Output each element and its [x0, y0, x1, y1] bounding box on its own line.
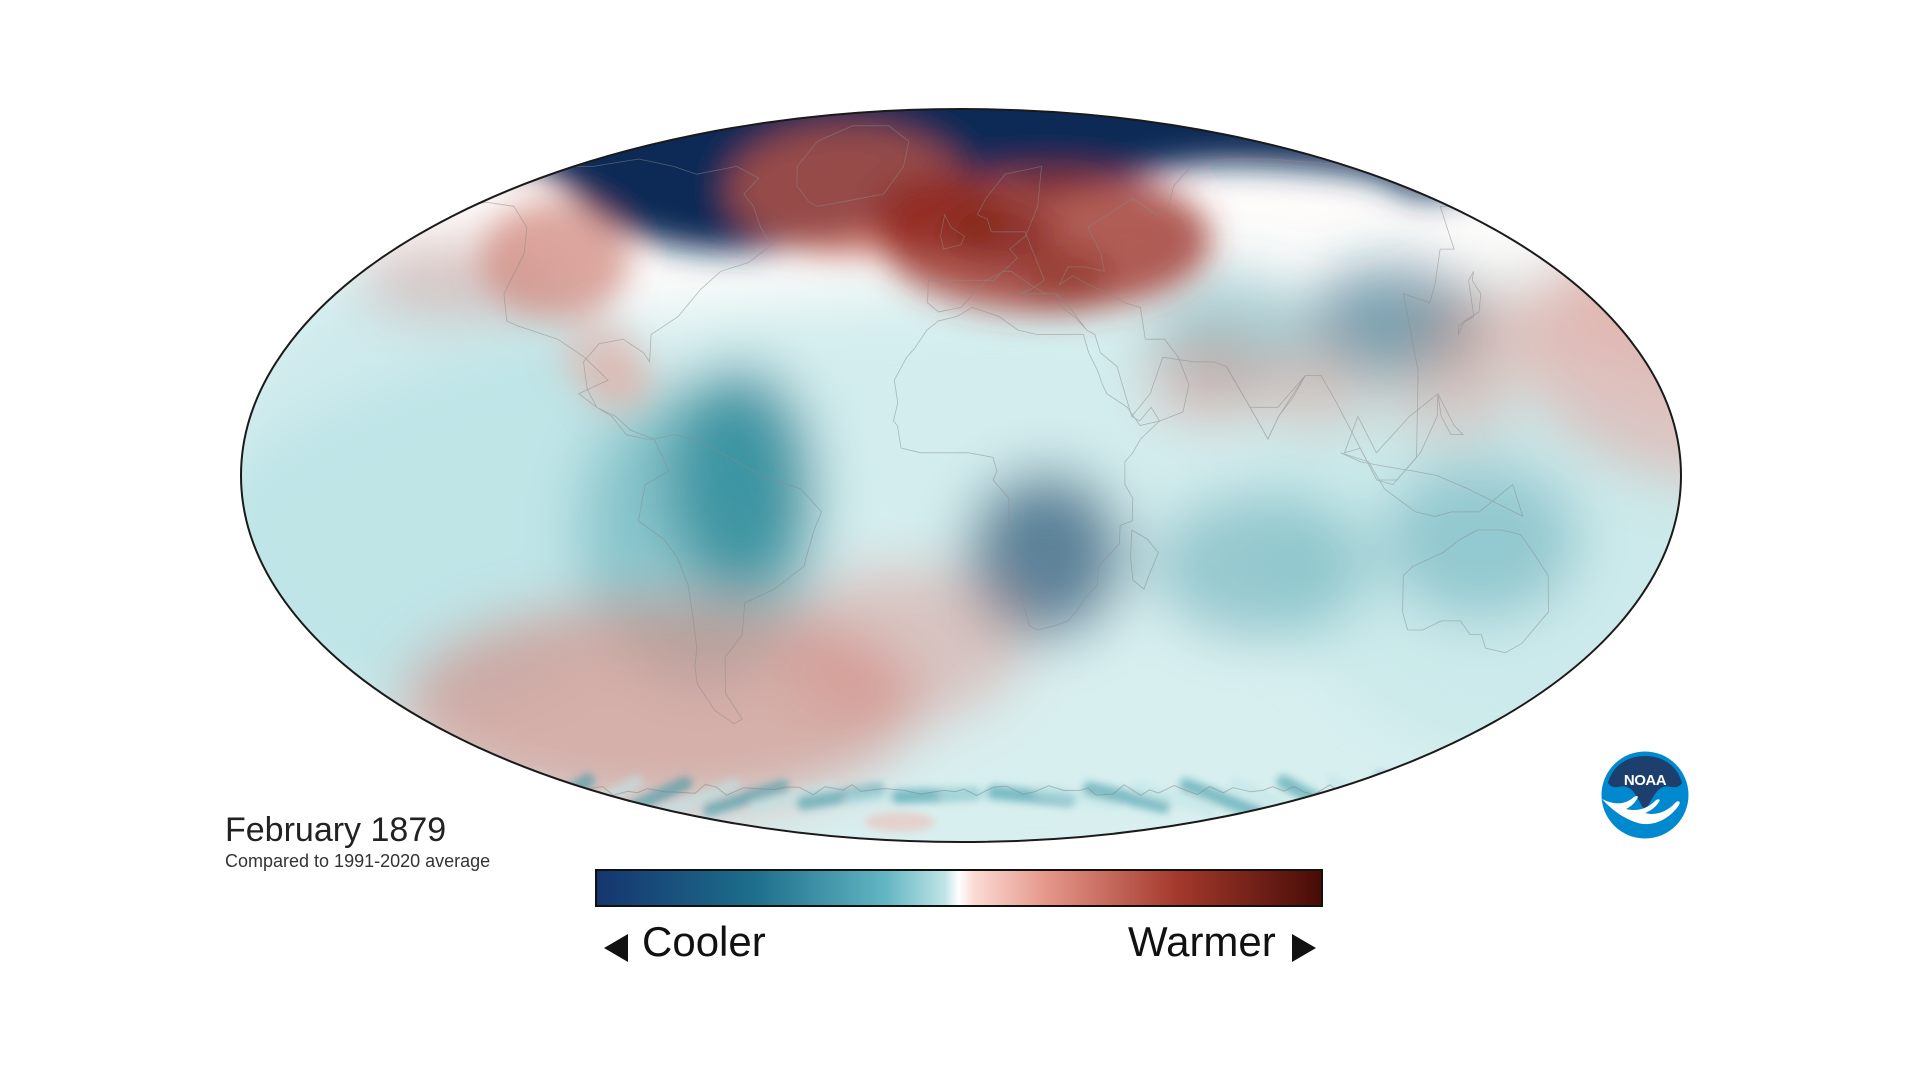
svg-text:NOAA: NOAA — [1624, 772, 1667, 789]
